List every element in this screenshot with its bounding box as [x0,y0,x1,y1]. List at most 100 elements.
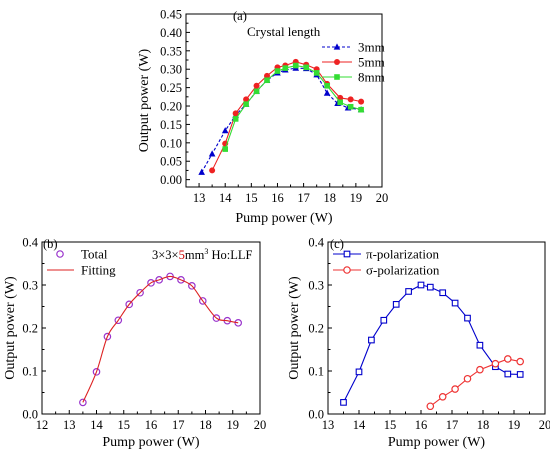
y-tick-label: 0.35 [160,44,182,58]
data-point-series-2 [274,68,281,74]
y-axis-label: Output power (W) [287,276,302,380]
y-axis-label: Output power (W) [137,48,152,152]
data-point-series-1 [358,98,365,105]
data-point-series-0 [417,281,425,289]
y-tick-label: 0.1 [22,365,38,379]
data-point-series-2 [222,146,228,152]
panel-a-chart: 13 14 15 16 17 18 19 20 0.00 0.05 0.10 0.15 0.20 0.25… [137,8,388,227]
y-tick-label: 0.3 [308,279,324,293]
plot-frame [41,241,261,415]
data-point-series-1 [337,94,344,101]
y-tick-label: 0.05 [160,155,182,169]
y-tick-label: 0.2 [22,322,38,336]
legend-label: Fitting [81,263,116,278]
data-point-series-0 [221,127,229,134]
series-line-2 [224,64,362,150]
x-tick-label: 17 [297,191,310,205]
y-tick-label: 0.25 [160,81,182,95]
data-point-series-0 [380,316,388,324]
legend-label: 3mm [358,40,385,55]
x-tick-label: 14 [353,418,366,432]
legend-label: σ-polarization [366,263,440,278]
legend-label: π-polarization [366,247,439,262]
annotation-tail: Ho:LLF [208,248,252,262]
legend-label: 5mm [358,55,385,70]
x-tick-label: 17 [172,418,185,432]
data-point-series-1 [347,96,354,103]
data-point-series-1 [438,392,447,401]
x-axis-label: Pump power (W) [388,435,486,450]
y-axis-label: Output power (W) [3,276,18,380]
data-point-series-1 [253,82,260,89]
data-point-series-2 [232,116,239,122]
data-point-series-1 [264,72,271,79]
y-tick-label: 0.4 [22,236,38,250]
panel-b-chart: 12 13 14 15 16 17 18 19 20 0.0 0.1 0.2 0.3 0.4 (b) Pump… [3,236,266,451]
series-line-1 [82,275,239,403]
x-axis-label: Pump power (W) [102,435,200,450]
x-tick-label: 14 [90,418,103,432]
data-point-series-1 [516,357,525,366]
x-tick-label: 20 [376,191,389,205]
x-tick-label: 13 [63,418,76,432]
data-point-series-0 [405,288,412,295]
data-point-series-0 [208,150,216,157]
data-point-series-1 [476,365,484,374]
panel-c-chart: 13 14 15 16 17 18 19 20 0.0 0.1 0.2 0.3 0.4 (c) Pump p… [287,236,550,451]
data-point-series-0 [340,399,347,406]
data-point-series-1 [232,110,239,117]
data-point-series-1 [491,359,500,368]
data-point-series-0 [451,299,459,307]
data-point-series-0 [323,89,331,96]
x-tick-label: 15 [118,418,131,432]
legend-marker [334,59,340,65]
data-point-series-0 [476,341,484,349]
data-point-series-2 [282,65,289,71]
data-point-series-0 [392,300,400,308]
x-tick-label: 17 [446,418,459,432]
data-point-series-0 [464,314,471,322]
x-tick-label: 16 [415,418,428,432]
x-tick-label: 15 [384,418,397,432]
y-tick-label: 0.2 [308,322,324,336]
panel-label: (a) [233,9,247,23]
x-tick-label: 12 [36,418,49,432]
data-point-series-2 [264,77,270,84]
data-point-series-1 [209,167,216,174]
series-line-0 [201,67,362,173]
legend-label: 8mm [358,70,385,85]
x-tick-label: 19 [508,418,521,432]
data-point-series-1 [243,96,250,103]
plot-frame [185,13,383,188]
data-point-series-2 [324,82,330,89]
annotation-suffix: mm [185,248,205,262]
data-point-series-0 [439,289,447,297]
data-point-series-2 [358,106,364,113]
x-tick-label: 19 [350,191,363,205]
y-tick-label: 0.0 [308,408,324,422]
x-tick-label: 15 [245,191,258,205]
data-point-series-2 [243,101,249,107]
y-tick-label: 0.40 [160,26,182,40]
legend-label: Total [81,247,108,262]
y-tick-label: 0.20 [160,100,182,114]
data-point-series-1 [451,385,459,393]
x-tick-label: 20 [539,418,550,432]
y-tick-label: 0.4 [308,236,324,250]
data-point-series-2 [313,70,320,76]
y-tick-label: 0.3 [22,279,38,293]
annotation-highlight: 5 [179,248,185,262]
data-point-series-0 [426,283,434,291]
data-point-series-1 [503,355,512,363]
y-tick-label: 0.0 [22,408,38,422]
data-point-series-0 [355,368,363,376]
data-point-series-2 [347,103,354,110]
legend-marker [334,74,340,80]
y-tick-label: 0.10 [160,136,182,150]
data-point-series-0 [504,370,512,378]
y-tick-label: 0.15 [160,118,182,132]
y-tick-label: 0.00 [160,173,182,187]
panel-label: (c) [330,237,344,251]
x-tick-label: 14 [219,191,232,205]
